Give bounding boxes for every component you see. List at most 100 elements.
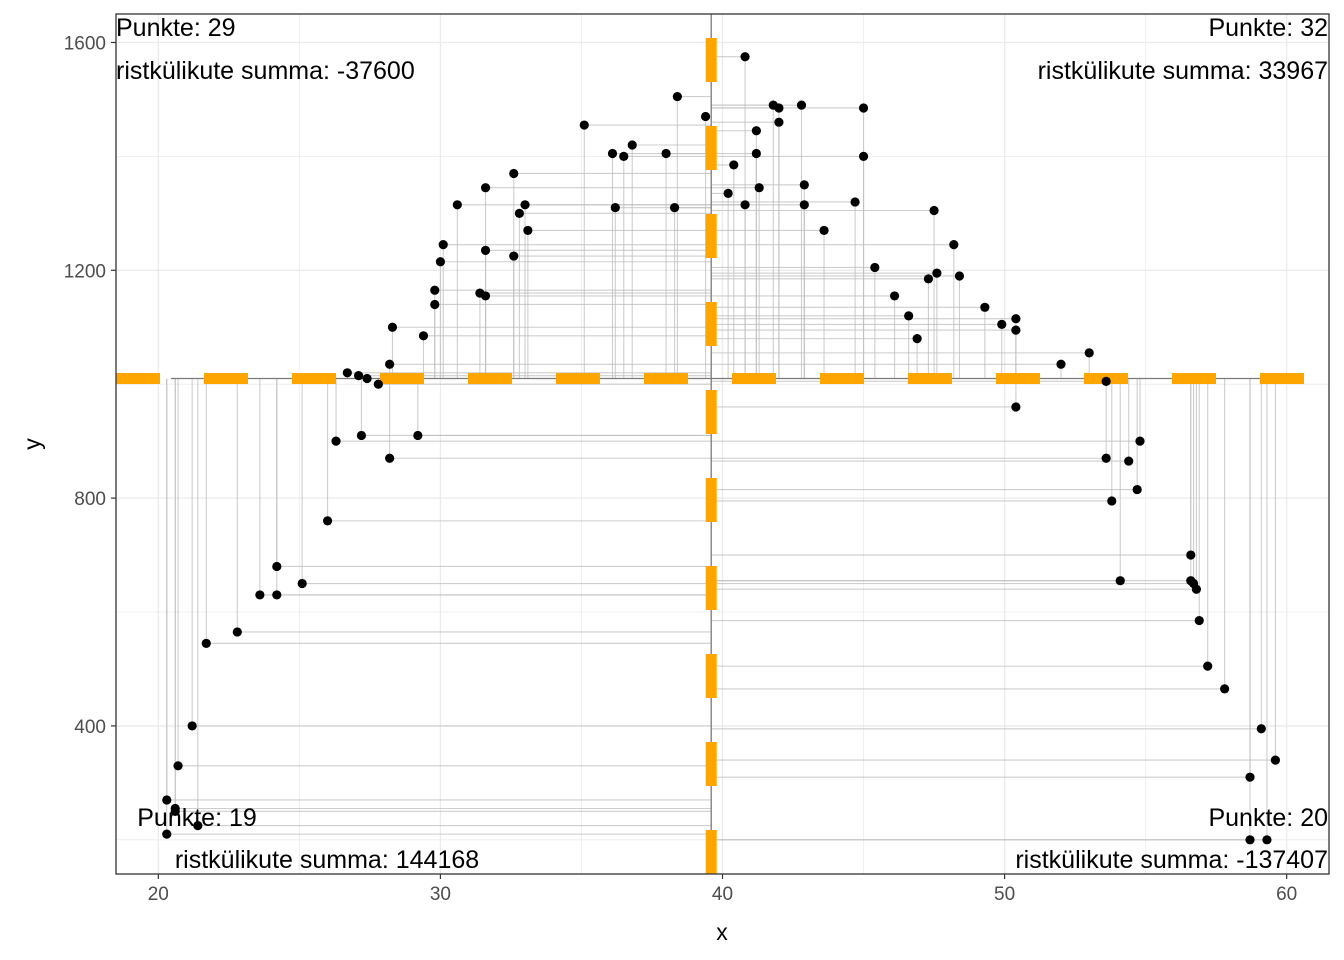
data-point <box>1107 496 1117 506</box>
data-point <box>342 368 352 378</box>
data-point <box>870 262 880 273</box>
data-point <box>452 200 462 210</box>
data-point <box>1203 661 1213 671</box>
bottom-left-count: Punkte: 19 <box>137 804 257 832</box>
data-point <box>1270 755 1281 765</box>
data-point <box>322 516 333 526</box>
data-point <box>1186 550 1196 560</box>
data-point <box>932 268 942 278</box>
data-point <box>480 291 491 301</box>
data-point <box>627 140 637 150</box>
data-point <box>858 103 869 113</box>
data-point <box>1135 436 1145 446</box>
data-point <box>162 829 172 839</box>
data-point <box>619 151 629 161</box>
y-tick-label: 1600 <box>64 33 106 54</box>
data-point <box>672 91 682 102</box>
data-point <box>480 245 491 255</box>
data-point <box>1245 772 1255 782</box>
data-point <box>754 183 764 193</box>
data-point <box>997 319 1007 329</box>
data-point <box>385 359 395 369</box>
data-point <box>362 373 372 384</box>
data-point <box>356 430 367 441</box>
data-point <box>430 285 440 295</box>
data-point <box>1101 376 1111 386</box>
data-point <box>751 126 761 136</box>
y-axis-title: y <box>19 438 45 450</box>
top-left-count: Punkte: 29 <box>116 14 236 42</box>
data-point <box>661 148 671 159</box>
x-tick-label: 20 <box>148 884 169 905</box>
data-point <box>610 203 620 213</box>
data-point <box>819 225 829 236</box>
data-point <box>607 148 618 159</box>
data-point <box>509 251 519 261</box>
bottom-left-sum: ristkülikute summa: 144168 <box>175 846 479 874</box>
data-point <box>980 302 990 312</box>
data-point <box>193 820 203 831</box>
data-points <box>162 52 1281 845</box>
data-point <box>170 806 180 816</box>
data-point <box>929 205 939 216</box>
data-point <box>751 148 761 159</box>
data-point <box>1084 348 1094 358</box>
y-tick-label: 400 <box>74 717 106 738</box>
data-point <box>1011 402 1021 412</box>
data-point <box>700 111 711 122</box>
x-tick-label: 40 <box>712 884 733 905</box>
data-point <box>1011 325 1021 335</box>
axis-ticks: 20 30 40 50 60 400 800 1200 1600 <box>64 33 1298 905</box>
mean-lines <box>116 14 1329 874</box>
data-point <box>509 168 519 179</box>
data-point <box>232 627 242 637</box>
data-point <box>723 188 733 199</box>
y-tick-label: 800 <box>74 489 106 510</box>
data-point <box>1132 484 1142 495</box>
data-point <box>201 638 211 648</box>
data-point <box>413 430 423 441</box>
data-point <box>923 274 934 284</box>
data-point <box>1124 456 1134 466</box>
top-right-sum: ristkülikute summa: 33967 <box>1038 57 1328 85</box>
data-point <box>438 240 448 250</box>
data-point <box>954 271 965 281</box>
data-point <box>418 331 429 341</box>
data-point <box>912 334 922 344</box>
data-point <box>354 371 364 381</box>
y-tick-label: 1200 <box>64 261 106 282</box>
data-point <box>740 200 750 210</box>
bottom-right-count: Punkte: 20 <box>1208 804 1328 832</box>
bottom-right-sum: ristkülikute summa: -137407 <box>1015 846 1328 874</box>
data-point <box>255 590 265 600</box>
data-point <box>1056 359 1066 369</box>
data-point <box>272 590 282 600</box>
data-point <box>579 120 589 130</box>
data-point <box>796 100 807 110</box>
data-point <box>1256 724 1266 734</box>
data-point <box>669 203 680 213</box>
data-point <box>1262 835 1272 845</box>
data-point <box>949 240 959 250</box>
data-point <box>729 160 739 170</box>
data-point <box>799 180 809 190</box>
x-tick-label: 60 <box>1276 884 1297 905</box>
data-point <box>1011 314 1021 324</box>
data-point <box>435 257 446 267</box>
data-point <box>187 721 197 731</box>
data-point <box>850 197 860 207</box>
top-left-sum: ristkülikute summa: -37600 <box>116 57 415 85</box>
data-point <box>373 379 383 389</box>
data-point <box>889 291 900 301</box>
data-point <box>858 151 869 161</box>
data-point <box>385 453 395 463</box>
data-point <box>514 208 524 218</box>
data-point <box>297 578 307 589</box>
data-point <box>331 436 341 446</box>
data-point <box>1194 615 1204 626</box>
top-right-count: Punkte: 32 <box>1208 14 1328 42</box>
data-point <box>162 795 172 805</box>
data-point <box>480 183 491 193</box>
data-point <box>774 103 784 113</box>
data-point <box>173 761 183 771</box>
